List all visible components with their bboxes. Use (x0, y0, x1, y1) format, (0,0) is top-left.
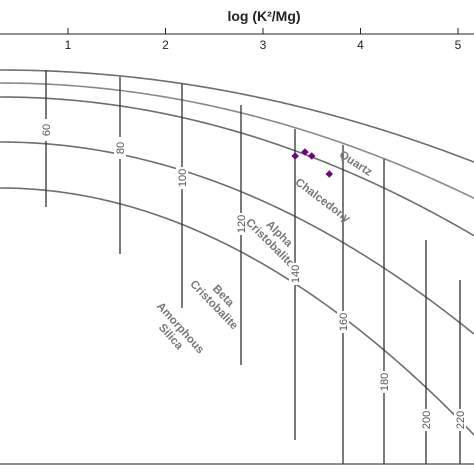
x-tick-label: 2 (162, 38, 169, 52)
isotherm-label: 100 (177, 169, 189, 187)
curve-beta-cristobalite (0, 141, 474, 335)
isotherm-label-group: 140 (289, 263, 302, 285)
isotherm-label: 200 (421, 411, 433, 429)
isotherm-label: 160 (338, 313, 350, 331)
curve-alpha-cristobalite (0, 96, 474, 237)
curve-label-line: Cristobalite (187, 278, 240, 332)
isotherm-lines (45, 70, 461, 464)
isotherm-label-group: 180 (378, 371, 391, 393)
isotherm-label-backing (289, 263, 301, 285)
isotherm-label-group: 60 (40, 119, 53, 141)
isotherm-label-backing (454, 409, 466, 431)
isotherm-label: 140 (290, 265, 302, 283)
data-point (291, 152, 299, 160)
isotherm-label-group: 160 (337, 311, 350, 333)
silica-curves (0, 69, 474, 436)
curve-quartz (0, 69, 474, 163)
isotherm-label-backing (176, 167, 188, 189)
x-tick-label: 5 (455, 38, 462, 52)
isotherm-label-group: 220 (454, 409, 467, 431)
isotherm-label: 220 (455, 411, 467, 429)
isotherm-label-backing (337, 311, 349, 333)
data-points (291, 148, 334, 178)
isotherm-label-group: 120 (235, 213, 248, 235)
chart-title: log (K²/Mg) (227, 8, 300, 24)
isotherm-label-backing (235, 213, 247, 235)
isotherm-label-backing (40, 119, 52, 141)
isotherm-label-backing (420, 409, 432, 431)
isotherm-label: 180 (379, 373, 391, 391)
isotherm-label-group: 200 (420, 409, 433, 431)
data-point (307, 152, 316, 160)
isotherm-label-backing (114, 137, 126, 159)
x-tick-label: 4 (357, 38, 364, 52)
x-tick-label: 1 (65, 38, 72, 52)
data-point (301, 148, 309, 156)
x-ticks: 1 2 3 4 5 (65, 28, 462, 52)
isotherm-label: 60 (41, 124, 53, 136)
isotherm-label: 80 (115, 142, 127, 154)
curve-amorphous-silica (0, 187, 474, 436)
x-tick-label: 3 (260, 38, 267, 52)
isotherm-label-group: 100 (176, 167, 189, 189)
data-point (325, 170, 334, 178)
curve-chalcedony (0, 82, 474, 199)
isotherm-labels: 60 80 100 120 140 160 180 200 220 (40, 119, 467, 431)
isotherm-label-backing (378, 371, 390, 393)
isotherm-label: 120 (236, 215, 248, 233)
isotherm-label-group: 80 (114, 137, 127, 159)
